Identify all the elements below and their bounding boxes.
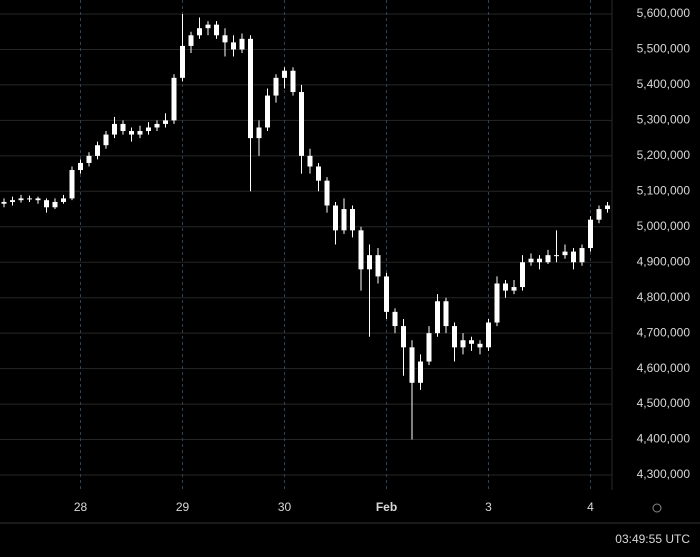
candle-body	[460, 340, 466, 348]
candle-body	[375, 255, 381, 277]
candle-body	[86, 155, 92, 163]
candle-body	[282, 70, 287, 78]
x-tick-label: 3	[485, 500, 492, 514]
candle-body	[452, 326, 457, 348]
candle-body	[579, 248, 585, 263]
candle-body	[265, 95, 270, 128]
candle-body	[188, 35, 194, 46]
candle-body	[409, 347, 415, 383]
candle-body	[44, 200, 49, 208]
candle-body	[256, 127, 262, 139]
candle-body	[129, 131, 134, 135]
candle-body	[307, 155, 313, 167]
candle-body	[528, 258, 534, 263]
candle-body	[596, 209, 602, 220]
candle-body	[69, 170, 75, 199]
candle-body	[299, 92, 304, 156]
candle-body	[571, 251, 576, 263]
y-tick-label: 4,800,000	[637, 290, 691, 304]
y-tick-label: 4,700,000	[637, 325, 691, 339]
y-tick-label: 4,300,000	[637, 467, 691, 481]
x-tick-label: 30	[278, 500, 292, 514]
candle-body	[316, 166, 321, 181]
candle-body	[605, 205, 610, 210]
candle-body	[341, 209, 347, 231]
candle-body	[10, 200, 15, 202]
candle-body	[511, 287, 517, 291]
candle-body	[95, 145, 100, 156]
y-tick-label: 4,500,000	[637, 396, 691, 410]
candle-body	[103, 134, 109, 146]
candle-body	[137, 131, 143, 135]
y-tick-label: 5,600,000	[637, 6, 691, 20]
candle-body	[61, 198, 66, 202]
candle-body	[562, 251, 568, 256]
candle-body	[248, 38, 253, 139]
candle-body	[180, 45, 185, 78]
candle-body	[239, 38, 245, 50]
x-tick-label: 4	[587, 500, 594, 514]
settings-icon[interactable]	[652, 503, 662, 513]
x-tick-label: 28	[74, 500, 88, 514]
clock: 03:49:55 UTC	[615, 532, 690, 546]
candle-body	[477, 343, 483, 348]
candle-body	[197, 28, 202, 36]
candle-body	[27, 198, 32, 200]
candle-body	[503, 283, 508, 291]
candle-body	[231, 42, 236, 50]
candle-body	[52, 201, 58, 208]
candle-body	[443, 301, 449, 327]
candle-body	[78, 162, 83, 171]
candle-body	[1, 201, 7, 204]
candle-body	[18, 198, 24, 201]
y-tick-label: 5,300,000	[637, 113, 691, 127]
candle-body	[358, 230, 364, 270]
candle-body	[205, 24, 211, 29]
candle-body	[545, 255, 551, 263]
candle-body	[520, 262, 525, 288]
candle-body	[350, 209, 355, 231]
candle-body	[273, 77, 279, 96]
candle-body	[367, 255, 372, 270]
candle-body	[222, 35, 228, 43]
candle-body	[435, 301, 440, 334]
candle-body	[401, 326, 406, 348]
candle-body	[290, 70, 296, 93]
candle-body	[588, 219, 593, 249]
candle-body	[154, 123, 160, 128]
candle-body	[469, 340, 474, 344]
candle-body	[537, 258, 542, 263]
candle-body	[554, 255, 559, 257]
candle-body	[171, 77, 177, 121]
candle-body	[35, 198, 41, 201]
y-tick-label: 5,200,000	[637, 148, 691, 162]
candle-body	[333, 205, 338, 231]
y-tick-label: 5,100,000	[637, 183, 691, 197]
y-tick-label: 4,900,000	[637, 254, 691, 268]
candle-body	[146, 127, 151, 132]
candle-body	[163, 120, 168, 124]
candle-body	[120, 123, 126, 132]
y-tick-label: 5,000,000	[637, 219, 691, 233]
candle-body	[486, 322, 491, 348]
candle-body	[426, 333, 432, 362]
y-tick-label: 5,400,000	[637, 77, 691, 91]
candle-body	[214, 24, 219, 36]
candle-body	[392, 311, 398, 327]
candle-body	[324, 180, 330, 206]
x-tick-label: Feb	[376, 500, 397, 514]
candle-body	[494, 283, 500, 323]
y-tick-label: 4,600,000	[637, 361, 691, 375]
candle-body	[384, 276, 389, 312]
y-tick-label: 5,500,000	[637, 42, 691, 56]
candle-body	[112, 123, 117, 135]
y-tick-label: 4,400,000	[637, 432, 691, 446]
x-tick-label: 29	[176, 500, 190, 514]
candle-body	[418, 361, 423, 383]
